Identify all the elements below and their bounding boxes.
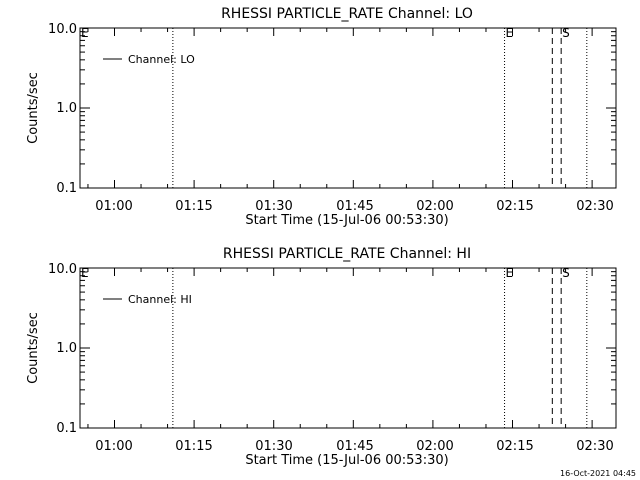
x-tick-label: 01:30	[255, 199, 292, 214]
y-tick-label: 1.0	[56, 341, 77, 356]
x-tick-label: 01:30	[255, 439, 292, 454]
x-axis: 01:00 01:15 01:30 01:45 02:00 02:15 02:3…	[87, 268, 614, 468]
y-tick-label: 1.0	[56, 101, 77, 116]
y-tick-label: 10.0	[48, 262, 77, 277]
x-tick-label: 01:45	[336, 439, 373, 454]
marker-label: S	[562, 266, 570, 280]
chart-title: RHESSI PARTICLE_RATE Channel: HI	[223, 246, 471, 262]
chart-panel-hi: RHESSI PARTICLE_RATE Channel: HI 10.0 1.…	[26, 246, 617, 468]
legend-label: Channel: LO	[128, 53, 195, 66]
x-axis-label: Start Time (15-Jul-06 00:53:30)	[245, 453, 448, 468]
marker-label: S	[562, 26, 570, 40]
y-tick-label: 10.0	[48, 22, 77, 37]
x-axis-label: Start Time (15-Jul-06 00:53:30)	[245, 213, 448, 228]
marker-label: E	[81, 26, 89, 40]
y-tick-label: 0.1	[56, 421, 77, 436]
x-tick-label: 01:00	[95, 439, 132, 454]
x-tick-label: 01:00	[95, 199, 132, 214]
x-tick-label: 01:45	[336, 199, 373, 214]
marker-label: E	[81, 266, 89, 280]
x-tick-label: 02:00	[416, 199, 453, 214]
chart-legend: Channel: HI	[103, 293, 192, 306]
x-tick-label: 01:15	[175, 199, 212, 214]
marker-label: E	[506, 266, 514, 280]
x-tick-label: 02:15	[496, 199, 533, 214]
x-tick-label: 02:15	[496, 439, 533, 454]
y-tick-label: 0.1	[56, 181, 77, 196]
legend-label: Channel: HI	[128, 293, 192, 306]
y-axis-label: Counts/sec	[26, 72, 41, 144]
y-axis: 10.0 1.0 0.1 Counts/sec	[26, 262, 616, 436]
chart-title: RHESSI PARTICLE_RATE Channel: LO	[221, 6, 473, 22]
plot-frame	[79, 27, 617, 189]
marker-label: E	[506, 26, 514, 40]
y-axis: 10.0 1.0 0.1 Counts/sec	[26, 22, 616, 196]
plot-frame	[79, 267, 617, 429]
timestamp: 16-Oct-2021 04:45	[560, 469, 636, 478]
y-axis-label: Counts/sec	[26, 312, 41, 384]
x-axis: 01:00 01:15 01:30 01:45 02:00 02:15 02:3…	[87, 28, 614, 228]
x-tick-label: 02:30	[576, 199, 613, 214]
x-tick-label: 01:15	[175, 439, 212, 454]
chart-panel-lo: RHESSI PARTICLE_RATE Channel: LO 10.0 1.…	[26, 6, 617, 228]
chart-legend: Channel: LO	[103, 53, 195, 66]
x-tick-label: 02:30	[576, 439, 613, 454]
x-tick-label: 02:00	[416, 439, 453, 454]
